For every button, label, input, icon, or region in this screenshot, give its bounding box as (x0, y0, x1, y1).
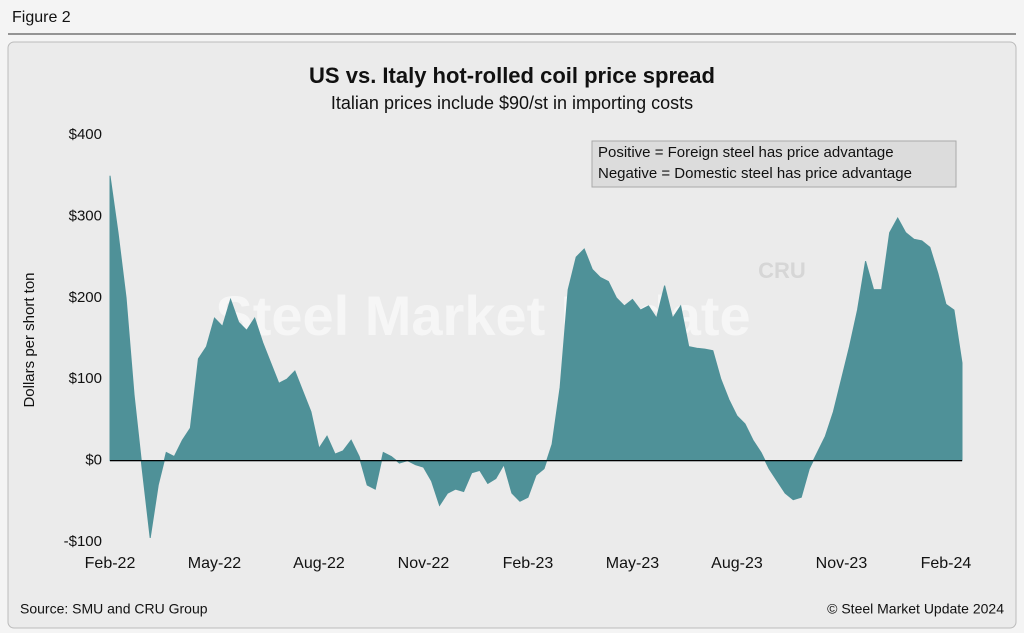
annotation: Negative = Domestic steel has price adva… (598, 165, 912, 182)
figure-label: Figure 2 (12, 9, 71, 26)
y-tick-label: $0 (85, 452, 102, 469)
area (109, 175, 963, 539)
x-tick-label: Feb-22 (85, 555, 136, 572)
source: Source: SMU and CRU Group (20, 601, 208, 617)
y-tick-label: $200 (69, 289, 102, 306)
x-tick-label: May-22 (188, 555, 241, 572)
x-tick-label: Nov-22 (398, 555, 450, 572)
x-tick-label: Feb-23 (503, 555, 554, 572)
y-tick-label: $300 (69, 207, 102, 224)
annotation: Positive = Foreign steel has price advan… (598, 144, 894, 161)
panel (7, 41, 1017, 629)
logo: CRU (758, 258, 806, 283)
y-axis-label: Dollars per short ton (21, 272, 38, 407)
chart-title: US vs. Italy hot-rolled coil price sprea… (309, 63, 715, 88)
x-tick-label: Nov-23 (816, 555, 868, 572)
y-tick-label: $100 (69, 370, 102, 387)
x-tick-label: Aug-22 (293, 555, 345, 572)
chart-subtitle: Italian prices include $90/st in importi… (331, 93, 693, 113)
x-tick-label: Feb-24 (921, 555, 972, 572)
y-tick-label: -$100 (64, 533, 102, 550)
copyright: © Steel Market Update 2024 (827, 601, 1004, 617)
y-tick-label: $400 (69, 126, 102, 143)
x-tick-label: Aug-23 (711, 555, 763, 572)
x-tick-label: May-23 (606, 555, 659, 572)
annotation-box (591, 140, 957, 188)
